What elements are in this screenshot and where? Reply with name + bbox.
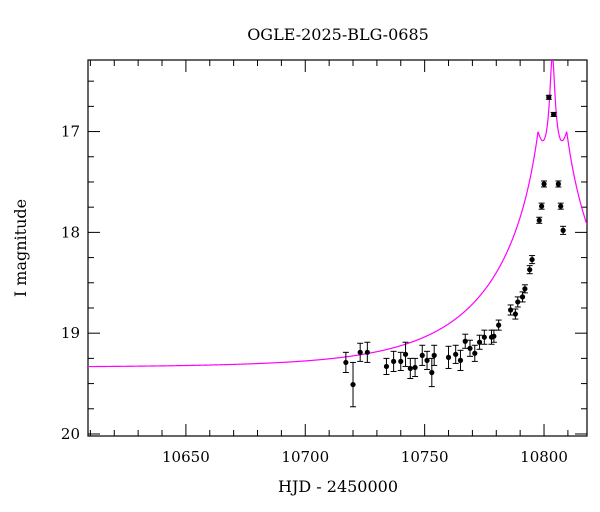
data-marker: [429, 369, 435, 376]
data-marker: [515, 299, 521, 305]
data-point: [424, 350, 431, 370]
y-tick-label: 20: [61, 425, 80, 443]
data-marker: [491, 333, 497, 339]
data-marker: [555, 181, 561, 187]
data-point: [495, 319, 502, 331]
data-marker: [357, 349, 363, 355]
x-tick-label: 10700: [281, 448, 329, 466]
data-marker: [536, 217, 542, 223]
data-point: [452, 344, 459, 364]
data-marker: [431, 352, 437, 358]
data-marker: [391, 358, 397, 365]
data-marker: [453, 351, 459, 357]
data-marker: [462, 338, 468, 344]
y-axis-title: I magnitude: [11, 199, 30, 297]
data-point: [383, 357, 390, 376]
data-marker: [507, 307, 514, 313]
data-marker: [412, 364, 418, 371]
data-point: [428, 357, 435, 388]
data-point: [541, 180, 548, 188]
data-point: [490, 329, 497, 343]
data-marker: [350, 381, 356, 388]
data-point: [536, 216, 543, 224]
data-marker: [529, 256, 535, 263]
data-marker: [560, 227, 566, 233]
data-marker: [398, 358, 404, 365]
data-point: [545, 94, 552, 100]
data-point: [445, 345, 452, 369]
data-marker: [522, 286, 528, 292]
data-point: [350, 361, 357, 408]
data-marker: [383, 363, 390, 370]
data-point: [555, 180, 562, 188]
x-tick-label: 10750: [401, 448, 449, 466]
data-marker: [527, 267, 533, 273]
data-point: [467, 339, 474, 357]
data-point: [519, 291, 526, 303]
data-marker: [424, 357, 430, 363]
data-point: [529, 255, 536, 265]
data-point: [342, 351, 349, 373]
x-tick-label: 10800: [520, 448, 568, 466]
plot-frame: [87, 59, 588, 437]
data-point: [512, 308, 519, 320]
data-marker: [343, 359, 349, 366]
data-point: [476, 334, 483, 350]
data-point: [560, 225, 567, 235]
data-point: [419, 344, 426, 366]
data-point: [521, 284, 528, 294]
data-marker: [472, 350, 478, 356]
data-point: [390, 350, 397, 372]
data-point: [364, 341, 371, 363]
x-axis-title: HJD - 2450000: [278, 477, 398, 496]
data-marker: [364, 349, 370, 355]
y-tick-label: 17: [61, 123, 80, 141]
data-marker: [445, 354, 452, 360]
data-point: [507, 304, 514, 316]
data-marker: [419, 352, 425, 358]
chart-title: OGLE-2025-BLG-0685: [247, 25, 429, 44]
data-marker: [512, 311, 518, 317]
data-marker: [457, 357, 464, 363]
data-point: [407, 357, 414, 380]
data-point: [412, 357, 419, 378]
data-marker: [546, 94, 552, 100]
data-point: [557, 202, 564, 210]
data-point: [471, 344, 478, 362]
data-point: [514, 296, 521, 308]
data-point: [402, 341, 409, 367]
data-point: [397, 351, 404, 371]
model-curve: [88, 60, 587, 368]
data-marker: [481, 334, 487, 340]
data-point: [462, 333, 469, 349]
data-point: [550, 111, 557, 118]
data-marker: [407, 365, 413, 372]
x-tick-label: 10650: [162, 448, 210, 466]
data-point: [457, 349, 464, 371]
data-marker: [467, 345, 473, 351]
data-marker: [519, 294, 526, 300]
y-tick-label: 18: [61, 223, 80, 241]
data-marker: [541, 181, 547, 187]
data-point: [526, 265, 533, 275]
data-point: [357, 342, 364, 362]
data-marker: [402, 351, 409, 357]
data-marker: [550, 111, 557, 118]
data-point: [481, 329, 488, 345]
data-point: [431, 344, 438, 366]
data-marker: [558, 203, 564, 209]
data-marker: [496, 322, 502, 328]
y-tick-label: 19: [61, 324, 80, 342]
plot-area: 10650 10700 10750 10800 17 18 19 20: [61, 59, 588, 466]
data-point: [538, 202, 545, 210]
data-marker: [476, 339, 483, 345]
data-marker: [539, 203, 545, 209]
